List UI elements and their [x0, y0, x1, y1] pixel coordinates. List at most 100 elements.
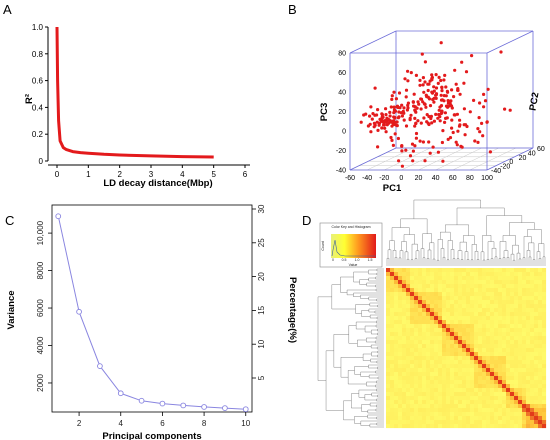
d-heatmap-cell [446, 424, 451, 429]
b-cube-edge [349, 30, 397, 54]
d-heatmap-cell [410, 296, 415, 301]
b-data-point [446, 90, 450, 94]
d-heatmap-cell [442, 416, 447, 421]
d-heatmap-cell [402, 292, 407, 297]
d-heatmap-cell [446, 396, 451, 401]
d-heatmap-cell [482, 312, 487, 317]
d-heatmap-cell [490, 304, 495, 309]
d-dendrogram-branch [368, 374, 384, 379]
d-dendrogram-branch [377, 304, 384, 308]
d-heatmap-cell [406, 300, 411, 305]
b-bounding-cube [349, 30, 534, 171]
d-heatmap-cell [502, 412, 507, 417]
b-data-point [369, 130, 373, 134]
d-heatmap-cell [518, 332, 523, 337]
d-heatmap-cell [542, 332, 547, 337]
d-heatmap-cell [410, 272, 415, 277]
b-data-point [390, 94, 394, 98]
b-data-point [392, 120, 397, 124]
d-heatmap-cell [514, 284, 519, 289]
d-heatmap-cell [506, 328, 511, 333]
d-heatmap-cell [506, 396, 511, 401]
d-heatmap-cell [478, 308, 483, 313]
d-dendrogram-branch [354, 416, 368, 424]
d-heatmap-cell [402, 372, 407, 377]
d-heatmap-cell [422, 316, 427, 321]
d-heatmap-cell [510, 424, 515, 429]
d-heatmap-cell [426, 276, 431, 281]
d-heatmap-cell [542, 368, 547, 373]
d-heatmap-cell [394, 356, 399, 361]
d-heatmap-cell [398, 380, 403, 385]
d-heatmap-cell [498, 424, 503, 429]
d-heatmap-cell [414, 284, 419, 289]
d-heatmap-cell [514, 356, 519, 361]
d-heatmap-cell [498, 420, 503, 425]
d-heatmap-cell [506, 352, 511, 357]
d-heatmap-cell [466, 268, 471, 273]
b-pc3-tick-label: -40 [336, 168, 346, 175]
d-heatmap-cell [490, 364, 495, 369]
d-dendrogram-branch [452, 258, 456, 266]
d-dendrogram-branch [369, 402, 384, 407]
d-heatmap-cell [426, 296, 431, 301]
d-heatmap-cell [402, 316, 407, 321]
d-heatmap-cell [478, 320, 483, 325]
a-y-tick-label: 0 [39, 157, 44, 166]
b-data-point [422, 116, 426, 120]
d-heatmap-cell [390, 416, 395, 421]
d-heatmap-cell [498, 320, 503, 325]
d-heatmap-cell [454, 372, 459, 377]
d-heatmap-cell [470, 356, 475, 361]
d-heatmap-cell [386, 344, 391, 349]
d-heatmap-cell [414, 416, 419, 421]
d-heatmap-cell [430, 404, 435, 409]
d-heatmap-cell [482, 400, 487, 405]
b-data-point [384, 130, 388, 134]
d-heatmap-cell [418, 328, 423, 333]
d-heatmap-cell [450, 376, 455, 381]
d-heatmap-cell [394, 384, 399, 389]
d-heatmap-cell [418, 412, 423, 417]
b-data-point [410, 142, 415, 146]
d-dendrogram-branch [353, 271, 369, 283]
d-heatmap-cell [410, 396, 415, 401]
d-heatmap-cell [418, 292, 423, 297]
d-heatmap-cell [438, 388, 443, 393]
d-heatmap-cell [442, 284, 447, 289]
d-heatmap-cell [386, 316, 391, 321]
d-heatmap-cell [466, 316, 471, 321]
d-heatmap-cell [526, 420, 531, 425]
b-pc2-tick-label: -20 [500, 164, 510, 171]
d-heatmap-cell [494, 344, 499, 349]
d-heatmap-cell [418, 316, 423, 321]
d-heatmap-cell [410, 328, 415, 333]
b-data-point [413, 124, 417, 128]
d-heatmap-cell [506, 388, 511, 393]
d-heatmap-cell [542, 380, 547, 385]
b-data-point [472, 98, 476, 102]
d-heatmap-cell [510, 392, 515, 397]
d-heatmap-cell [494, 312, 499, 317]
d-heatmap-cell [458, 376, 463, 381]
b-data-point [392, 90, 396, 94]
d-heatmap-cell [446, 312, 451, 317]
d-heatmap-cell [518, 420, 523, 425]
d-heatmap-cell [518, 368, 523, 373]
d-heatmap-cell [406, 272, 411, 277]
d-heatmap-cell [530, 268, 535, 273]
d-heatmap-cell [386, 420, 391, 425]
d-heatmap-cell [474, 296, 479, 301]
d-heatmap-cell [474, 396, 479, 401]
d-heatmap-cell [470, 276, 475, 281]
d-heatmap-cell [494, 376, 499, 381]
d-heatmap-cell [426, 336, 431, 341]
d-heatmap-cell [430, 352, 435, 357]
d-heatmap-cell [518, 308, 523, 313]
d-heatmap-cell [518, 268, 523, 273]
d-heatmap-cell [478, 348, 483, 353]
b-pc1-tick-label: -40 [362, 175, 372, 182]
b-data-point [413, 116, 417, 120]
b-data-point [434, 73, 438, 77]
